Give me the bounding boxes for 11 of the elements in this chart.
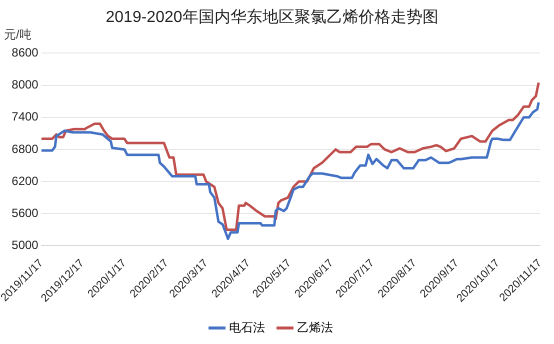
y-tick-label: 8600 — [12, 46, 39, 60]
y-tick-label: 5000 — [12, 238, 39, 252]
chart-title: 2019-2020年国内华东地区聚氯乙烯价格走势图 — [106, 8, 438, 26]
legend-label: 电石法 — [229, 320, 265, 334]
y-tick-label: 5600 — [12, 206, 39, 220]
y-tick-label: 6800 — [12, 142, 39, 156]
y-tick-label: 6200 — [12, 174, 39, 188]
y-tick-label: 8000 — [12, 78, 39, 92]
legend-label: 乙烯法 — [297, 320, 333, 334]
y-tick-label: 7400 — [12, 110, 39, 124]
y-axis-title: 元/吨 — [4, 28, 32, 42]
